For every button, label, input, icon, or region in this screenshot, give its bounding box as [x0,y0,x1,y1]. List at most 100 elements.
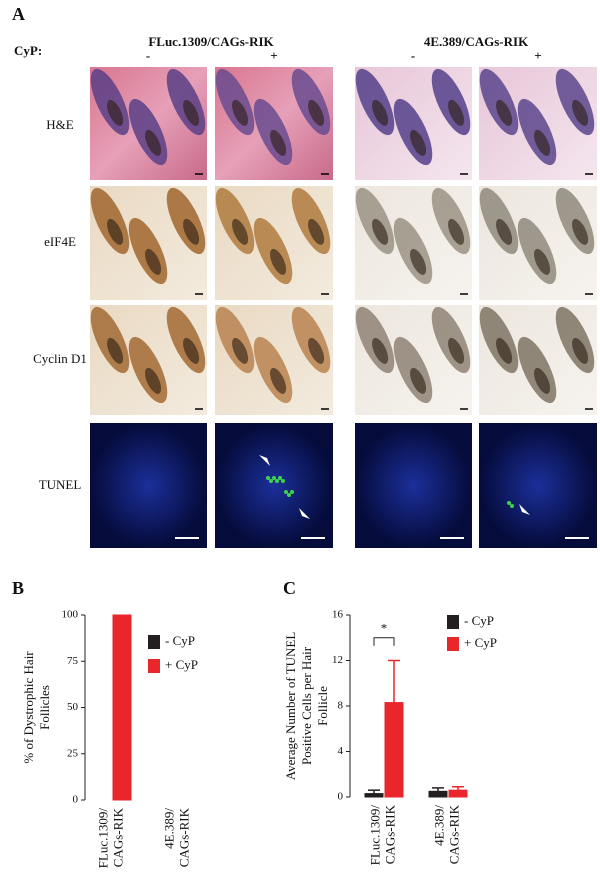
follicle-core [107,99,124,126]
y-tick-label: 4 [338,745,344,757]
follicle-core [448,99,465,126]
arrowhead [259,455,270,466]
bar [384,702,404,798]
follicle-core [448,218,465,245]
follicle-core [410,129,427,156]
panel-label: A [12,4,25,24]
arrowhead [519,504,530,515]
x-tick-label: FLuc.1309/CAGs-RIK [95,807,125,868]
follicle-core [534,367,551,394]
follicle-core [308,337,325,364]
tunel-signal [275,479,279,483]
tunel-signal [510,504,514,508]
tunel-signal [281,479,285,483]
row-label: TUNEL [39,477,82,492]
y-tick-label: 25 [67,747,79,759]
bar [448,789,468,798]
row-label: H&E [46,117,74,132]
follicle-core [448,337,465,364]
follicle-core [496,218,513,245]
micrograph [90,423,207,548]
y-tick-label: 12 [332,654,343,666]
bar [428,790,448,798]
panel-label: B [12,578,24,598]
tunel-signal [290,490,294,494]
bar [364,793,384,798]
follicle-core [107,218,124,245]
cyp-label: CyP: [14,43,42,58]
group-title: FLuc.1309/CAGs-RIK [148,34,274,49]
follicle-core [270,367,287,394]
micrograph [479,423,597,548]
follicle-core [232,99,249,126]
tunel-signal [278,476,282,480]
follicle-core [572,337,589,364]
follicle-core [145,248,162,275]
follicle-core [107,337,124,364]
tunel-signal [266,476,270,480]
micrograph [215,423,333,548]
bar [112,614,132,801]
panel-label: C [283,578,296,598]
follicle-core [534,129,551,156]
follicle-core [270,129,287,156]
row-label: eIF4E [44,234,76,249]
cyp-sign: + [534,48,541,63]
follicle-core [308,218,325,245]
y-axis-label: % of Dystrophic HairFollicles [21,651,52,764]
cyp-sign: + [270,48,277,63]
follicle-core [372,337,389,364]
cyp-sign: - [146,48,150,63]
y-tick-label: 100 [62,609,79,621]
legend-label: + CyP [464,635,497,650]
y-tick-label: 16 [332,609,344,621]
follicle-core [183,218,200,245]
follicle-core [496,337,513,364]
follicle-core [572,218,589,245]
follicle-core [410,248,427,275]
follicle-core [270,248,287,275]
tunel-signal [269,479,273,483]
follicle-core [232,337,249,364]
follicle-core [496,99,513,126]
tunel-signal [272,476,276,480]
follicle-core [372,99,389,126]
cyp-sign: - [411,48,415,63]
follicle-core [572,99,589,126]
legend-swatch [148,659,160,673]
follicle-core [145,129,162,156]
row-label: Cyclin D1 [33,351,87,366]
y-tick-label: 50 [67,701,79,713]
tunel-signal [284,490,288,494]
x-tick-label: 4E.389/CAGs-RIK [431,804,461,864]
micrographs [90,67,597,548]
legend-swatch [148,635,160,649]
legend-swatch [447,615,459,629]
follicle-core [232,218,249,245]
y-tick-label: 75 [67,655,79,667]
significance-label: * [381,621,388,636]
y-tick-label: 8 [338,700,344,712]
significance-bracket [373,637,395,646]
y-tick-label: 0 [338,791,344,803]
group-title: 4E.389/CAGs-RIK [424,34,529,49]
tunel-signal [507,501,511,505]
legend-swatch [447,637,459,651]
arrowhead [299,508,310,519]
follicle-core [372,218,389,245]
follicle-core [410,367,427,394]
legend-label: + CyP [165,657,198,672]
y-tick-label: 0 [73,794,79,806]
x-tick-label: 4E.389/CAGs-RIK [161,807,191,867]
micrograph [355,423,472,548]
follicle-core [183,337,200,364]
legend-label: - CyP [464,613,494,628]
x-tick-label: FLuc.1309/CAGs-RIK [367,804,397,865]
legend-label: - CyP [165,633,195,648]
tunel-signal [287,493,291,497]
follicle-core [145,367,162,394]
y-axis-label: Average Number of TUNELPositive Cells pe… [283,632,330,781]
follicle-core [183,99,200,126]
follicle-core [308,99,325,126]
